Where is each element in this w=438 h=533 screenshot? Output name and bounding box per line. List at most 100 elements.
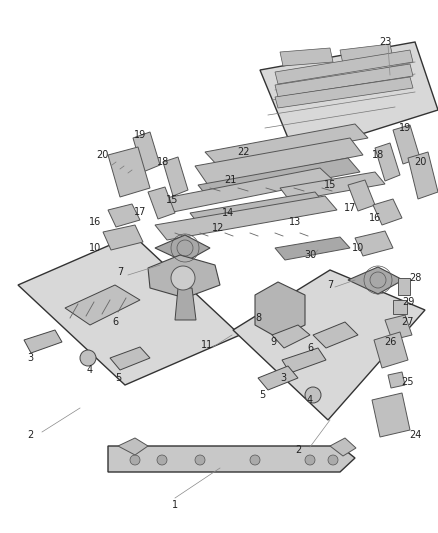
Polygon shape <box>282 348 326 373</box>
Text: 29: 29 <box>402 297 414 307</box>
Text: 9: 9 <box>270 337 276 347</box>
Polygon shape <box>348 180 375 211</box>
Text: 2: 2 <box>27 430 33 440</box>
Text: 15: 15 <box>166 195 178 205</box>
Text: 21: 21 <box>224 175 236 185</box>
Text: 27: 27 <box>401 317 413 327</box>
Polygon shape <box>275 50 413 84</box>
Text: 5: 5 <box>115 373 121 383</box>
Polygon shape <box>373 199 402 225</box>
Polygon shape <box>148 255 220 298</box>
Polygon shape <box>155 235 210 262</box>
Polygon shape <box>313 322 358 348</box>
Polygon shape <box>108 446 355 472</box>
Polygon shape <box>372 393 410 437</box>
Text: 8: 8 <box>255 313 261 323</box>
Polygon shape <box>280 48 333 66</box>
Polygon shape <box>375 143 400 181</box>
Circle shape <box>250 455 260 465</box>
Text: 19: 19 <box>134 130 146 140</box>
Polygon shape <box>108 204 140 227</box>
Text: 18: 18 <box>157 157 169 167</box>
Polygon shape <box>355 231 393 256</box>
Polygon shape <box>163 157 188 196</box>
Text: 16: 16 <box>369 213 381 223</box>
Polygon shape <box>393 300 407 314</box>
Polygon shape <box>280 172 385 201</box>
Polygon shape <box>108 147 150 197</box>
Text: 7: 7 <box>117 267 123 277</box>
Circle shape <box>305 387 321 403</box>
Text: 5: 5 <box>259 390 265 400</box>
Polygon shape <box>385 315 412 340</box>
Text: 22: 22 <box>237 147 249 157</box>
Text: 3: 3 <box>27 353 33 363</box>
Text: 17: 17 <box>344 203 356 213</box>
Polygon shape <box>374 332 408 368</box>
Text: 2: 2 <box>295 445 301 455</box>
Polygon shape <box>393 125 420 164</box>
Polygon shape <box>408 152 438 199</box>
Polygon shape <box>148 187 175 219</box>
Polygon shape <box>24 330 62 353</box>
Polygon shape <box>190 192 325 226</box>
Text: 10: 10 <box>352 243 364 253</box>
Text: 26: 26 <box>384 337 396 347</box>
Text: 4: 4 <box>307 395 313 405</box>
Text: 18: 18 <box>372 150 384 160</box>
Polygon shape <box>275 64 413 97</box>
Polygon shape <box>175 288 196 320</box>
Polygon shape <box>155 168 333 213</box>
Polygon shape <box>195 138 363 185</box>
Polygon shape <box>255 282 305 338</box>
Text: 15: 15 <box>324 180 336 190</box>
Polygon shape <box>272 325 310 348</box>
Text: 7: 7 <box>327 280 333 290</box>
Text: 25: 25 <box>402 377 414 387</box>
Polygon shape <box>388 372 405 388</box>
Polygon shape <box>205 124 368 166</box>
Text: 28: 28 <box>409 273 421 283</box>
Polygon shape <box>258 366 298 390</box>
Text: 13: 13 <box>289 217 301 227</box>
Text: 10: 10 <box>89 243 101 253</box>
Polygon shape <box>398 278 410 295</box>
Polygon shape <box>330 438 356 456</box>
Text: 17: 17 <box>134 207 146 217</box>
Circle shape <box>80 350 96 366</box>
Text: 20: 20 <box>96 150 108 160</box>
Text: 11: 11 <box>201 340 213 350</box>
Text: 20: 20 <box>414 157 426 167</box>
Text: 1: 1 <box>172 500 178 510</box>
Polygon shape <box>133 132 160 172</box>
Text: 4: 4 <box>87 365 93 375</box>
Circle shape <box>130 455 140 465</box>
Polygon shape <box>198 158 360 200</box>
Text: 16: 16 <box>89 217 101 227</box>
Circle shape <box>305 455 315 465</box>
Circle shape <box>328 455 338 465</box>
Text: 24: 24 <box>409 430 421 440</box>
Polygon shape <box>260 42 438 155</box>
Polygon shape <box>110 347 150 370</box>
Circle shape <box>195 455 205 465</box>
Text: 14: 14 <box>222 208 234 218</box>
Text: 30: 30 <box>304 250 316 260</box>
Circle shape <box>157 455 167 465</box>
Polygon shape <box>233 270 425 420</box>
Polygon shape <box>18 235 240 385</box>
Polygon shape <box>155 196 337 240</box>
Text: 6: 6 <box>112 317 118 327</box>
Text: 3: 3 <box>280 373 286 383</box>
Polygon shape <box>103 225 143 250</box>
Polygon shape <box>275 77 413 108</box>
Circle shape <box>171 266 195 290</box>
Text: 19: 19 <box>399 123 411 133</box>
Polygon shape <box>340 44 393 64</box>
Text: 23: 23 <box>379 37 391 47</box>
Polygon shape <box>118 438 148 455</box>
Polygon shape <box>275 237 350 260</box>
Text: 12: 12 <box>212 223 224 233</box>
Polygon shape <box>65 285 140 325</box>
Text: 6: 6 <box>307 343 313 353</box>
